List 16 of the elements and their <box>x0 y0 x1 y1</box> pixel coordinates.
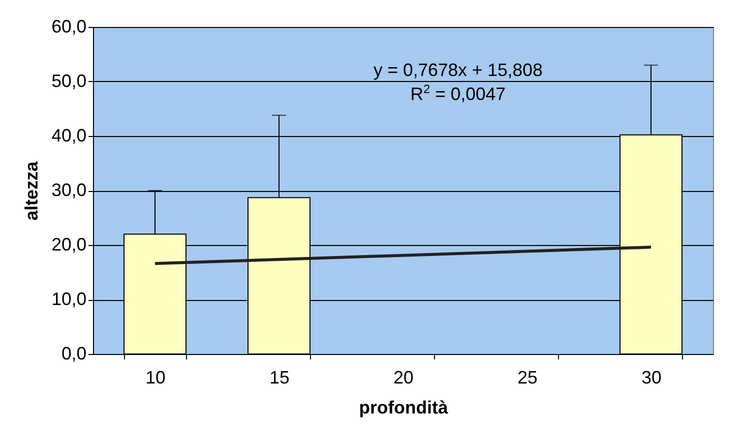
x-tick-label: 10 <box>145 368 166 388</box>
x-tick-label: 30 <box>641 368 662 388</box>
y-tick-label: 20,0 <box>51 234 86 254</box>
y-tick-label: 60,0 <box>51 16 86 36</box>
annotation: R$^{2}$ = 0,0047 <box>410 82 506 104</box>
x-tick-label: 25 <box>517 368 538 388</box>
y-axis-title: altezza <box>21 160 42 221</box>
y-tick-label: 10,0 <box>51 289 86 309</box>
x-tick-label: 15 <box>269 368 290 388</box>
y-tick-label: 0,0 <box>61 344 86 364</box>
x-axis-title: profondità <box>359 398 449 418</box>
y-tick-label: 40,0 <box>51 126 86 146</box>
y-tick-label: 50,0 <box>51 71 86 91</box>
x-tick-label: 20 <box>393 368 414 388</box>
annotation: y = 0,7678x + 15,808 <box>373 60 543 80</box>
y-tick-label: 30,0 <box>51 180 86 200</box>
